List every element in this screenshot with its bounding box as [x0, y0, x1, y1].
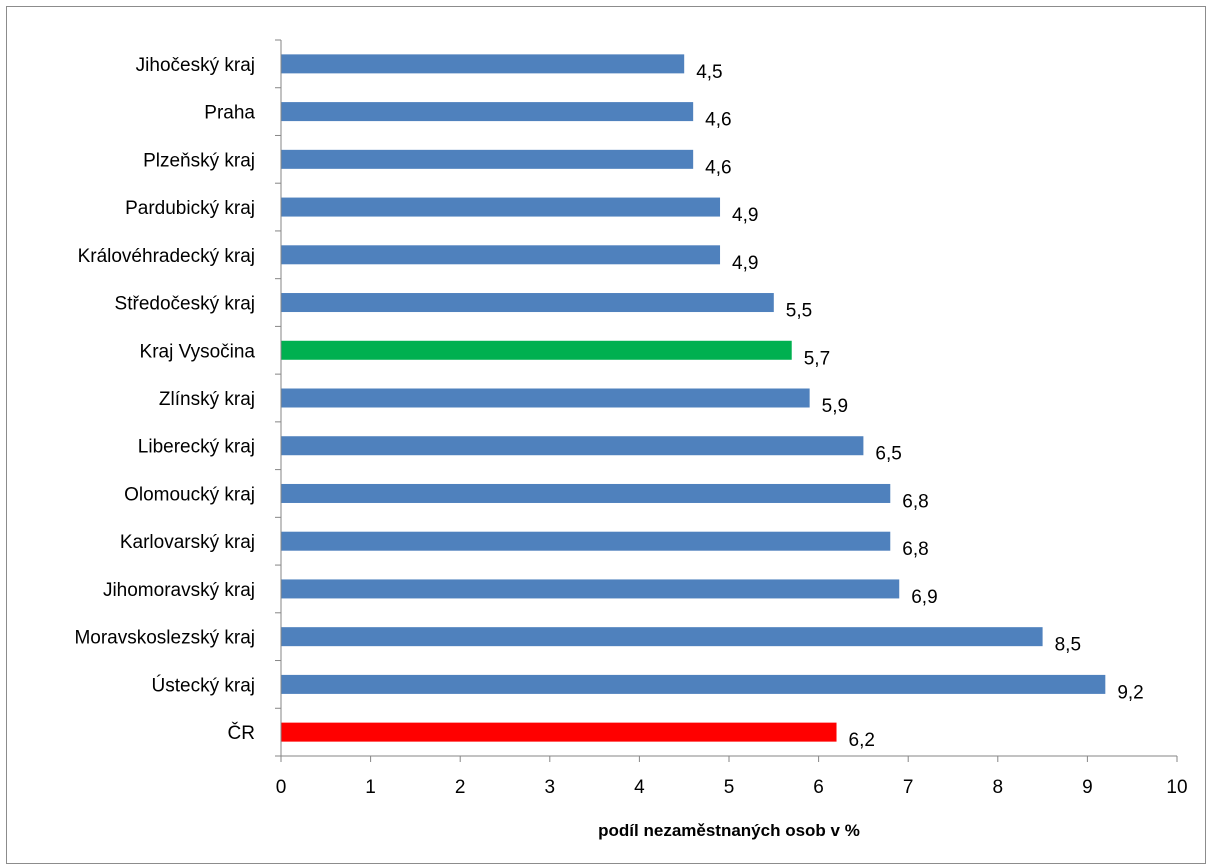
value-label: 9,2 [1117, 682, 1143, 703]
bar [281, 436, 864, 456]
bar [281, 149, 694, 169]
category-label: Zlínský kraj [159, 389, 255, 410]
bars-group [281, 54, 1106, 742]
x-tick-label: 9 [1082, 777, 1093, 798]
category-label: Plzeňský kraj [143, 150, 255, 171]
x-tick-label: 1 [365, 777, 376, 798]
value-label: 6,9 [911, 587, 937, 608]
value-label: 5,5 [786, 301, 812, 322]
x-tick-label: 4 [634, 777, 645, 798]
value-label: 4,9 [732, 253, 758, 274]
bar [281, 197, 721, 217]
bar [281, 54, 685, 74]
category-label: Jihočeský kraj [136, 55, 255, 76]
axes-group [275, 39, 1178, 762]
value-label: 8,5 [1055, 635, 1081, 656]
value-label: 4,9 [732, 205, 758, 226]
value-label: 6,8 [902, 539, 928, 560]
value-label: 5,7 [804, 348, 830, 369]
x-tick-label: 10 [1166, 777, 1187, 798]
category-label: ČR [228, 722, 255, 744]
value-label: 5,9 [822, 396, 848, 417]
value-label: 6,2 [849, 730, 875, 751]
value-label: 6,5 [875, 444, 901, 465]
bar [281, 340, 792, 360]
bar [281, 245, 721, 265]
bar [281, 531, 891, 551]
category-label: Královéhradecký kraj [78, 246, 255, 267]
value-label: 4,6 [705, 110, 731, 131]
category-label: Praha [204, 103, 255, 124]
x-tick-label: 5 [724, 777, 735, 798]
category-label: Liberecký kraj [138, 437, 255, 458]
bar [281, 293, 774, 313]
x-tick-label: 3 [545, 777, 556, 798]
category-label: Kraj Vysočina [140, 341, 256, 362]
bar [281, 579, 900, 599]
x-tick-label: 2 [455, 777, 466, 798]
bar [281, 627, 1043, 647]
value-label: 4,6 [705, 157, 731, 178]
category-label: Moravskoslezský kraj [74, 628, 255, 649]
bar [281, 722, 837, 742]
category-label: Karlovarský kraj [120, 532, 255, 553]
value-label: 6,8 [902, 491, 928, 512]
category-label: Jihomoravský kraj [103, 580, 255, 601]
bar [281, 674, 1106, 694]
category-label: Pardubický kraj [125, 198, 255, 219]
bar [281, 102, 694, 122]
category-label: Ústecký kraj [152, 674, 255, 696]
x-axis-title: podíl nezaměstnaných osob v % [598, 821, 860, 840]
value-label: 4,5 [696, 62, 722, 83]
x-tick-label: 0 [276, 777, 287, 798]
x-tick-label: 7 [903, 777, 914, 798]
category-label: Středočeský kraj [115, 294, 255, 315]
chart-frame [6, 6, 1206, 864]
x-tick-label: 6 [813, 777, 824, 798]
category-label: Olomoucký kraj [124, 484, 255, 505]
labels-group: Jihočeský kraj 4,5 Praha 4,6 Plzeňský kraj 4,… [74, 55, 1187, 798]
x-tick-label: 8 [993, 777, 1004, 798]
bar [281, 483, 891, 503]
bar [281, 388, 810, 408]
